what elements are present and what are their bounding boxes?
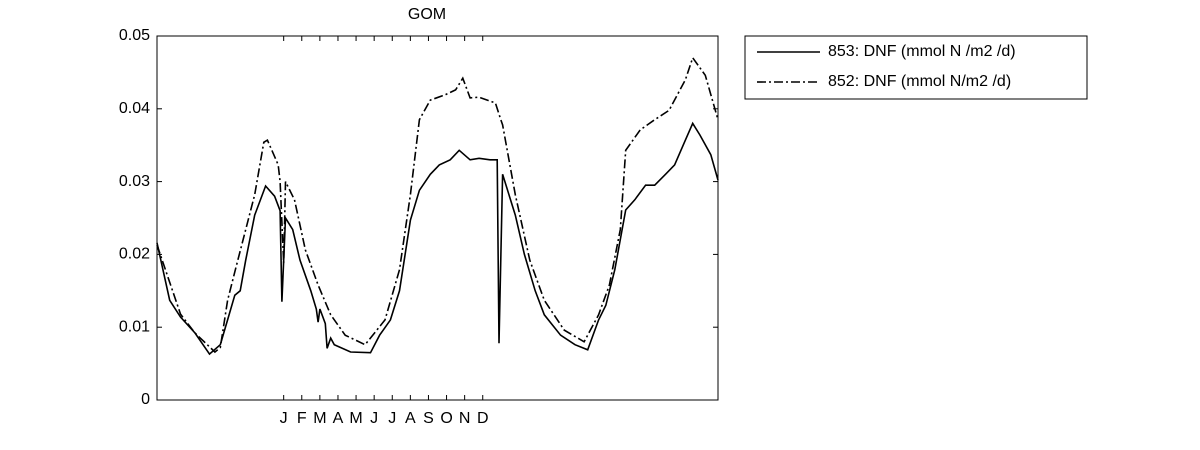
chart-title: GOM bbox=[408, 6, 446, 23]
x-tick-label: F bbox=[297, 410, 307, 427]
x-tick-label: M bbox=[349, 410, 362, 427]
legend-label: 852: DNF (mmol N/m2 /d) bbox=[828, 73, 1011, 90]
plot-frame bbox=[156, 35, 719, 401]
x-tick-label: O bbox=[440, 410, 452, 427]
x-tick-label: N bbox=[459, 410, 471, 427]
x-tick-label: J bbox=[280, 410, 288, 427]
x-tick-label: M bbox=[313, 410, 326, 427]
data-line bbox=[156, 56, 719, 354]
x-tick-label: S bbox=[423, 410, 434, 427]
y-tick-label: 0 bbox=[141, 391, 150, 408]
y-tick-label: 0.01 bbox=[119, 318, 150, 335]
data-line bbox=[156, 121, 719, 356]
x-tick-label: J bbox=[370, 410, 378, 427]
x-tick-label: J bbox=[388, 410, 396, 427]
legend-box bbox=[744, 35, 1088, 100]
y-tick-label: 0.02 bbox=[119, 246, 150, 263]
x-tick-label: A bbox=[405, 410, 416, 427]
legend-label: 853: DNF (mmol N /m2 /d) bbox=[828, 43, 1016, 60]
y-tick-label: 0.03 bbox=[119, 173, 150, 190]
y-tick-label: 0.05 bbox=[119, 27, 150, 44]
x-tick-label: A bbox=[333, 410, 344, 427]
x-tick-label: D bbox=[477, 410, 489, 427]
y-tick-label: 0.04 bbox=[119, 100, 150, 117]
